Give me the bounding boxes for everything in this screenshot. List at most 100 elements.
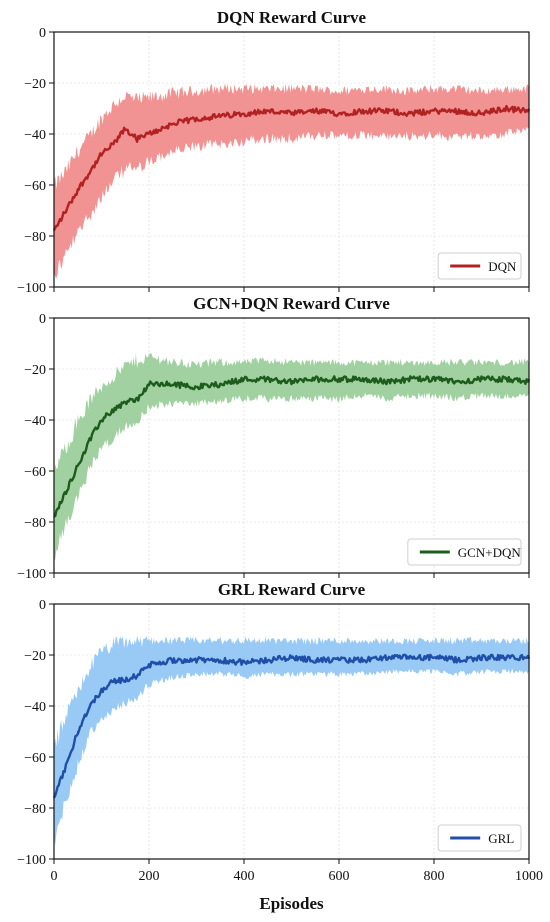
data-point <box>314 110 317 112</box>
data-point <box>100 689 103 692</box>
data-point <box>385 110 388 112</box>
plot-frame <box>53 31 530 288</box>
data-point <box>266 378 269 381</box>
data-point <box>361 378 364 381</box>
series-band-1 <box>54 83 529 279</box>
data-point <box>409 112 412 115</box>
data-point <box>136 398 138 401</box>
legend: DQN <box>437 252 522 280</box>
data-point <box>433 656 435 659</box>
data-point <box>76 465 79 467</box>
data-point <box>456 380 459 383</box>
data-point <box>338 659 340 661</box>
data-point <box>112 679 115 682</box>
data-point <box>433 110 435 112</box>
legend-label: GRL <box>488 831 514 846</box>
data-point <box>124 128 127 130</box>
chart-panel-3: 0 −20 −40 −60 −80 −100 0 200 400 600 800 1000 GRL Re… <box>17 580 543 913</box>
legend: GRL <box>437 824 522 852</box>
data-point <box>88 439 91 442</box>
y-tick-label: −40 <box>24 128 46 143</box>
data-point <box>112 143 115 145</box>
y-tick-label: 0 <box>39 26 46 41</box>
plot-frame <box>53 603 530 860</box>
y-tick-label: −80 <box>24 802 46 817</box>
data-point <box>409 378 412 381</box>
y-tick-label: 0 <box>39 598 46 613</box>
data-point <box>171 123 174 125</box>
data-point <box>243 112 245 115</box>
data-point <box>243 661 245 664</box>
chart-panel-2: 0 −20 −40 −60 −80 −100 GCN+DQN Reward Curve GCN… <box>17 294 531 582</box>
data-point <box>504 656 507 659</box>
y-tick-label: −100 <box>17 281 46 296</box>
data-point <box>88 705 91 707</box>
x-tick-label: 0 <box>51 869 58 884</box>
data-point <box>338 378 340 381</box>
data-point <box>100 419 103 421</box>
data-point <box>88 171 91 174</box>
chart-title: GRL Reward Curve <box>218 580 366 599</box>
data-point <box>338 112 340 115</box>
series-line-2 <box>53 375 531 518</box>
data-point <box>195 659 198 661</box>
y-tick-label: −60 <box>24 179 46 194</box>
data-point <box>65 766 67 768</box>
chart-title: DQN Reward Curve <box>217 8 367 27</box>
data-point <box>171 383 174 386</box>
data-point <box>480 112 483 115</box>
data-point <box>480 656 483 659</box>
data-point <box>361 659 364 661</box>
data-point <box>112 409 115 411</box>
data-point <box>243 378 245 381</box>
data-point <box>314 378 317 381</box>
x-tick-label: 1000 <box>515 869 543 884</box>
data-point <box>148 383 150 386</box>
y-tick-label: −40 <box>24 700 46 715</box>
data-point <box>290 380 293 383</box>
y-tick-label: −80 <box>24 516 46 531</box>
legend-label: DQN <box>488 259 517 274</box>
series-band-2 <box>54 353 529 560</box>
data-point <box>480 378 483 381</box>
data-point <box>219 383 222 386</box>
data-point <box>504 378 507 381</box>
series-band-3 <box>54 635 529 846</box>
y-tick-label: −60 <box>24 751 46 766</box>
plot-frame <box>53 317 530 574</box>
x-tick-label: 400 <box>234 869 255 884</box>
legend: GCN+DQN <box>407 538 522 566</box>
data-point <box>219 659 222 661</box>
data-point <box>290 112 293 115</box>
y-tick-label: 0 <box>39 312 46 327</box>
data-point <box>361 110 364 112</box>
data-point <box>290 656 293 659</box>
data-point <box>266 110 269 112</box>
data-point <box>76 730 79 733</box>
data-point <box>195 386 198 388</box>
y-tick-label: −100 <box>17 853 46 868</box>
data-point <box>100 153 103 156</box>
data-point <box>266 659 269 661</box>
x-tick-label: 600 <box>329 869 350 884</box>
legend-label: GCN+DQN <box>458 545 522 560</box>
data-point <box>195 117 198 120</box>
x-axis-label: Episodes <box>259 894 324 913</box>
data-point <box>65 209 67 212</box>
data-point <box>219 115 222 117</box>
data-point <box>456 659 459 661</box>
data-point <box>456 110 459 112</box>
y-tick-label: −60 <box>24 465 46 480</box>
data-point <box>409 656 412 659</box>
x-tick-label: 200 <box>139 869 160 884</box>
series-line-1 <box>52 104 531 231</box>
data-point <box>136 138 138 140</box>
data-point <box>76 189 79 191</box>
y-tick-label: −20 <box>24 649 46 664</box>
data-point <box>385 656 388 659</box>
legend-box <box>407 538 522 566</box>
data-point <box>314 659 317 661</box>
data-point <box>148 133 150 135</box>
y-tick-label: −20 <box>24 77 46 92</box>
